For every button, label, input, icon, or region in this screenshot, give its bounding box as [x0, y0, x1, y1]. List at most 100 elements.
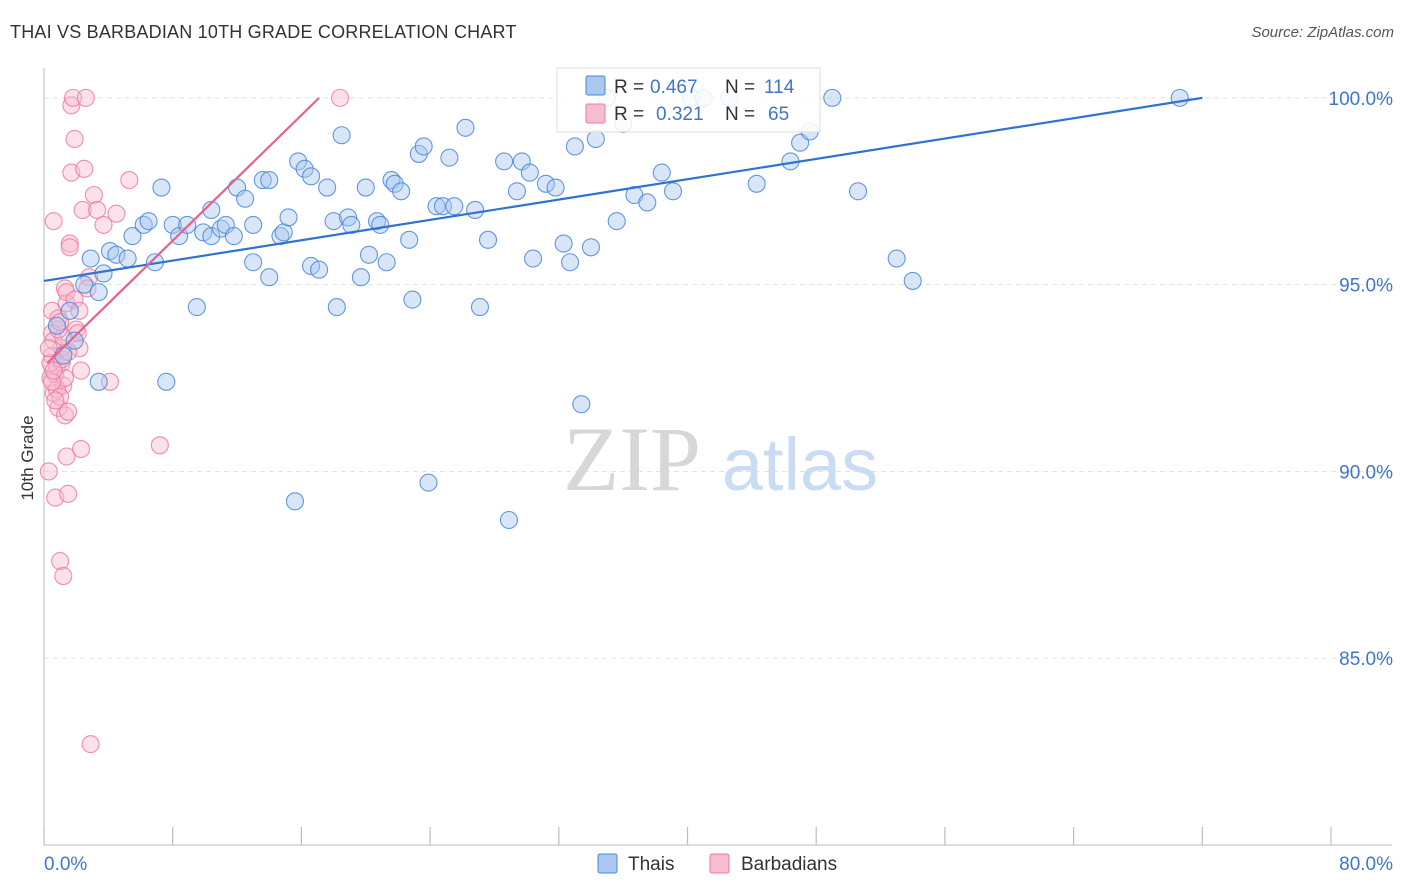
- thai-point: [478, 230, 498, 249]
- thai-point: [260, 268, 279, 287]
- barbadian-point: [65, 290, 84, 309]
- chart-title: THAI VS BARBADIAN 10TH GRADE CORRELATION…: [10, 22, 517, 42]
- thai-point: [524, 249, 543, 268]
- thai-point: [747, 174, 766, 193]
- thai-point: [581, 238, 601, 257]
- thai-point: [351, 268, 370, 287]
- thai-point: [279, 208, 298, 227]
- barbadian-point: [84, 185, 103, 205]
- thai-point: [848, 182, 868, 201]
- thai-point: [456, 118, 475, 137]
- thai-point: [253, 171, 272, 190]
- thai-point: [236, 189, 255, 208]
- barbadian-point: [330, 88, 350, 107]
- legend-thais-r-value: 0.467: [650, 77, 698, 98]
- thai-point: [440, 148, 459, 167]
- watermark-atlas: atlas: [722, 423, 878, 506]
- thai-point: [377, 253, 396, 272]
- thai-point: [554, 234, 573, 253]
- thai-point: [495, 152, 514, 171]
- x-tick-label: 80.0%: [1339, 854, 1393, 875]
- trendline-thais: [43, 96, 1203, 283]
- legend-barbadians-r-value: 0.321: [656, 104, 704, 125]
- thai-point: [152, 178, 171, 197]
- barbadian-point: [107, 204, 126, 223]
- thai-point: [414, 137, 433, 156]
- thai-point: [187, 298, 206, 317]
- legend-barbadians-n-label: N =: [725, 104, 755, 125]
- x-ticks: [43, 827, 1332, 845]
- barbadian-point: [39, 339, 58, 358]
- barbadian-point: [39, 462, 58, 481]
- y-tick-label: 100.0%: [1329, 89, 1394, 110]
- thai-point: [310, 260, 329, 279]
- source-label: Source: ZipAtlas.com: [1251, 24, 1394, 41]
- thai-point: [274, 223, 293, 242]
- bottom-legend-thais: Thais: [628, 854, 674, 875]
- thai-point: [419, 473, 438, 492]
- series-barbadians-points: [39, 88, 350, 754]
- barbadian-point: [81, 735, 100, 754]
- thai-point: [157, 372, 176, 391]
- thai-point: [327, 298, 346, 317]
- thai-point: [318, 178, 337, 197]
- thai-point: [75, 275, 94, 294]
- thai-point: [561, 253, 580, 272]
- thai-point: [118, 249, 137, 268]
- thai-point: [260, 171, 279, 190]
- barbadian-point: [94, 215, 113, 234]
- thai-point: [356, 178, 375, 197]
- thai-point: [663, 182, 683, 201]
- x-tick-label: 0.0%: [44, 854, 87, 875]
- thai-point: [586, 129, 605, 149]
- thai-point: [520, 163, 539, 182]
- thai-point: [163, 215, 182, 234]
- barbadian-point: [59, 402, 78, 421]
- thai-point: [54, 346, 73, 365]
- thai-point: [89, 372, 108, 391]
- bottom-legend-barbadians: Barbadians: [741, 854, 837, 875]
- watermark-zip: ZIP: [563, 408, 701, 510]
- barbadian-point: [75, 159, 94, 178]
- thai-point: [546, 178, 565, 197]
- thai-point: [607, 212, 626, 231]
- thai-point: [652, 163, 671, 182]
- thai-point: [507, 182, 527, 201]
- thai-point: [1170, 88, 1189, 107]
- thai-point: [466, 200, 485, 220]
- barbadian-point: [59, 484, 78, 503]
- legend-thais-r-label: R =: [614, 77, 644, 98]
- thai-point: [89, 283, 108, 302]
- thai-point: [139, 212, 158, 231]
- thai-point: [244, 253, 263, 272]
- legend-swatch-thais: [585, 75, 606, 96]
- barbadian-point: [44, 212, 63, 231]
- thai-point: [285, 492, 305, 511]
- watermark: ZIP atlas: [563, 408, 878, 510]
- axes: [43, 68, 1392, 846]
- thai-point: [403, 290, 422, 309]
- thai-point: [903, 271, 922, 290]
- thai-point: [445, 197, 464, 216]
- barbadian-point: [51, 552, 70, 571]
- bottom-legend: Thais Barbadians: [597, 853, 837, 875]
- legend-barbadians-r-label: R =: [614, 104, 644, 125]
- thai-point: [65, 331, 84, 350]
- y-tick-label: 95.0%: [1339, 276, 1393, 297]
- thai-point: [332, 126, 351, 145]
- thai-point: [565, 137, 584, 156]
- barbadian-point: [63, 88, 83, 107]
- legend-thais-n-label: N =: [725, 77, 755, 98]
- barbadian-point: [70, 301, 89, 320]
- barbadian-point: [71, 439, 91, 459]
- thai-point: [887, 249, 906, 268]
- legend-thais-n-value: 114: [764, 77, 795, 98]
- thai-point: [470, 298, 490, 317]
- barbadian-point: [54, 566, 73, 586]
- y-tick-label: 90.0%: [1339, 462, 1393, 483]
- bottom-legend-swatch-barbadians: [709, 853, 730, 874]
- barbadian-point: [120, 171, 139, 190]
- barbadian-point: [76, 88, 95, 107]
- thai-point: [385, 174, 404, 193]
